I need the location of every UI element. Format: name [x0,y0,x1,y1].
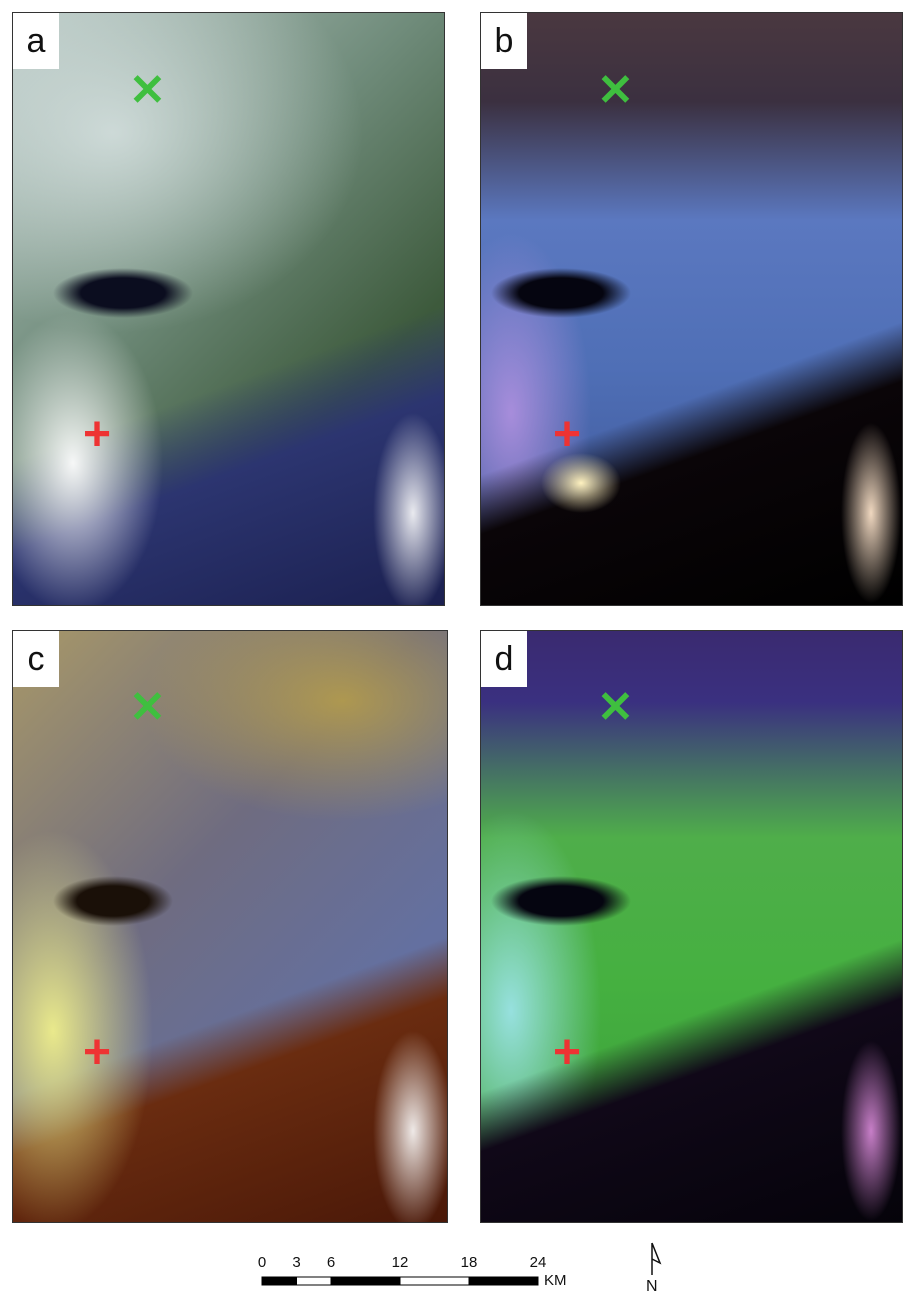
marker-x: ✕ [597,683,634,732]
scale-tick-label: 3 [292,1254,300,1271]
scale-unit: KM [544,1272,567,1289]
scale-tick-label: 24 [530,1254,547,1271]
scale-segment [330,1276,401,1286]
scale-segment [399,1276,470,1286]
scale-tick-label: 0 [258,1254,266,1271]
marker-x: ✕ [129,683,166,732]
marker-plus: + [553,1026,582,1079]
marker-plus: + [83,408,112,461]
marker-x: ✕ [597,66,634,115]
panel-label: a [13,13,59,69]
scale-segment [296,1276,332,1286]
marker-plus: + [83,1026,112,1079]
panel-label: b [481,13,527,69]
north-arrow: N [646,1242,662,1295]
scale-and-north: KM N 0 3 6 12 18 24 [258,1242,662,1295]
scale-segment [261,1276,297,1286]
scale-tick-label: 12 [392,1254,409,1271]
marker-plus: + [553,408,582,461]
scale-segment [468,1276,539,1286]
scale-tick-label: 6 [327,1254,335,1271]
satellite-image: a ✕ + [12,12,445,606]
satellite-image: c ✕ + [12,630,448,1223]
marker-x: ✕ [129,66,166,115]
satellite-image: d ✕ + [480,630,903,1223]
satellite-image: b ✕ + [480,12,903,606]
north-label: N [646,1278,658,1295]
scale-tick-label: 18 [461,1254,478,1271]
panel-label: d [481,631,527,687]
panel-label: c [13,631,59,687]
